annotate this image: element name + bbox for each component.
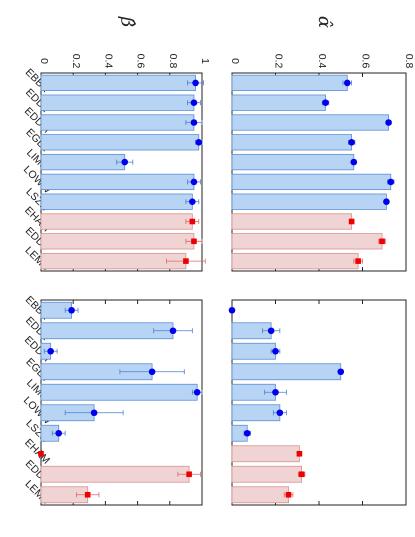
alpha-left-bar [231,94,326,111]
beta-left-bar [40,74,196,92]
beta-left-point [192,79,199,87]
beta-right-bar [40,322,174,340]
alpha-right-point [267,327,275,335]
beta-right-bar [40,465,190,483]
tick-label: 1 [199,58,211,64]
beta-right-point [90,409,98,417]
beta-right-point [38,450,44,457]
tick-label: 0.4 [316,54,328,69]
alpha-right-point [276,409,284,417]
alpha-left-bar [231,193,387,210]
beta-left-point [190,178,198,186]
beta-right-point [84,491,91,498]
panel-beta-left-frame [40,72,203,272]
alpha-left-axis-label: α̂ [314,16,335,28]
alpha-right-point [337,368,345,376]
alpha-left-bar [231,74,348,92]
beta-left-bar [40,134,200,151]
beta-right-point [47,347,54,355]
alpha-left-bar [231,173,392,191]
tick-label: 0.4 [102,54,114,69]
alpha-right-bar [231,363,342,381]
alpha-right-point [285,491,292,498]
alpha-left-bar [231,252,359,270]
alpha-left-point [322,99,329,106]
beta-right-point [186,471,192,478]
alpha-left-point [343,79,351,87]
tick-label: 0 [38,58,50,64]
alpha-left-point [387,178,395,186]
beta-right-point [68,306,75,314]
beta-left-point [195,139,203,146]
alpha-right-bar [231,465,302,483]
beta-right-point [148,368,156,376]
beta-right-point [169,327,177,335]
panel-beta-right-frame [40,299,203,506]
beta-left-bar [40,193,193,210]
beta-left-point [189,198,196,205]
beta-left-point [189,218,196,225]
alpha-left-point [348,139,355,146]
alpha-left-point [379,238,385,245]
beta-left-bar [40,213,193,230]
alpha-left-point [348,218,355,225]
alpha-left-point [350,158,358,166]
beta-left-point [190,99,198,106]
alpha-right-point [298,471,305,478]
alpha-left-point [355,258,361,264]
beta-left-axis-label: β̂ [117,16,138,27]
beta-right-point [193,388,201,396]
alpha-right-point [243,429,251,437]
beta-left-point [190,119,198,126]
beta-left-point [183,258,189,264]
beta-left-bar [40,252,187,270]
alpha-left-bar [231,134,353,151]
alpha-right-bar [231,404,281,422]
tick-label: 0.6 [135,54,147,69]
alpha-left-point [383,198,390,205]
tick-label: 0.8 [167,54,179,69]
tick-label: 0 [229,58,241,64]
beta-left-bar [40,114,195,131]
tick-label: 0.8 [403,54,415,69]
alpha-left-bar [231,233,383,250]
alpha-right-bar [231,445,300,463]
alpha-right-point [228,306,236,314]
beta-left-point [121,158,129,166]
alpha-left-bar [231,153,355,171]
beta-right-point [55,429,63,437]
tick-label: 0.2 [70,54,82,69]
beta-left-bar [40,153,126,171]
tick-label: 0.2 [273,54,285,69]
alpha-right-point [296,450,303,457]
beta-left-bar [40,233,195,250]
alpha-left-point [385,119,392,126]
alpha-right-point [272,347,279,355]
beta-left-bar [40,173,195,191]
alpha-left-bar [231,213,353,230]
beta-left-point [191,238,197,245]
alpha-right-bar [231,342,276,360]
alpha-left-bar [231,114,390,131]
tick-label: 0.6 [360,54,372,69]
alpha-right-point [272,388,279,396]
alpha-right-bar [231,486,289,504]
beta-left-bar [40,94,195,111]
beta-right-bar [40,383,198,401]
